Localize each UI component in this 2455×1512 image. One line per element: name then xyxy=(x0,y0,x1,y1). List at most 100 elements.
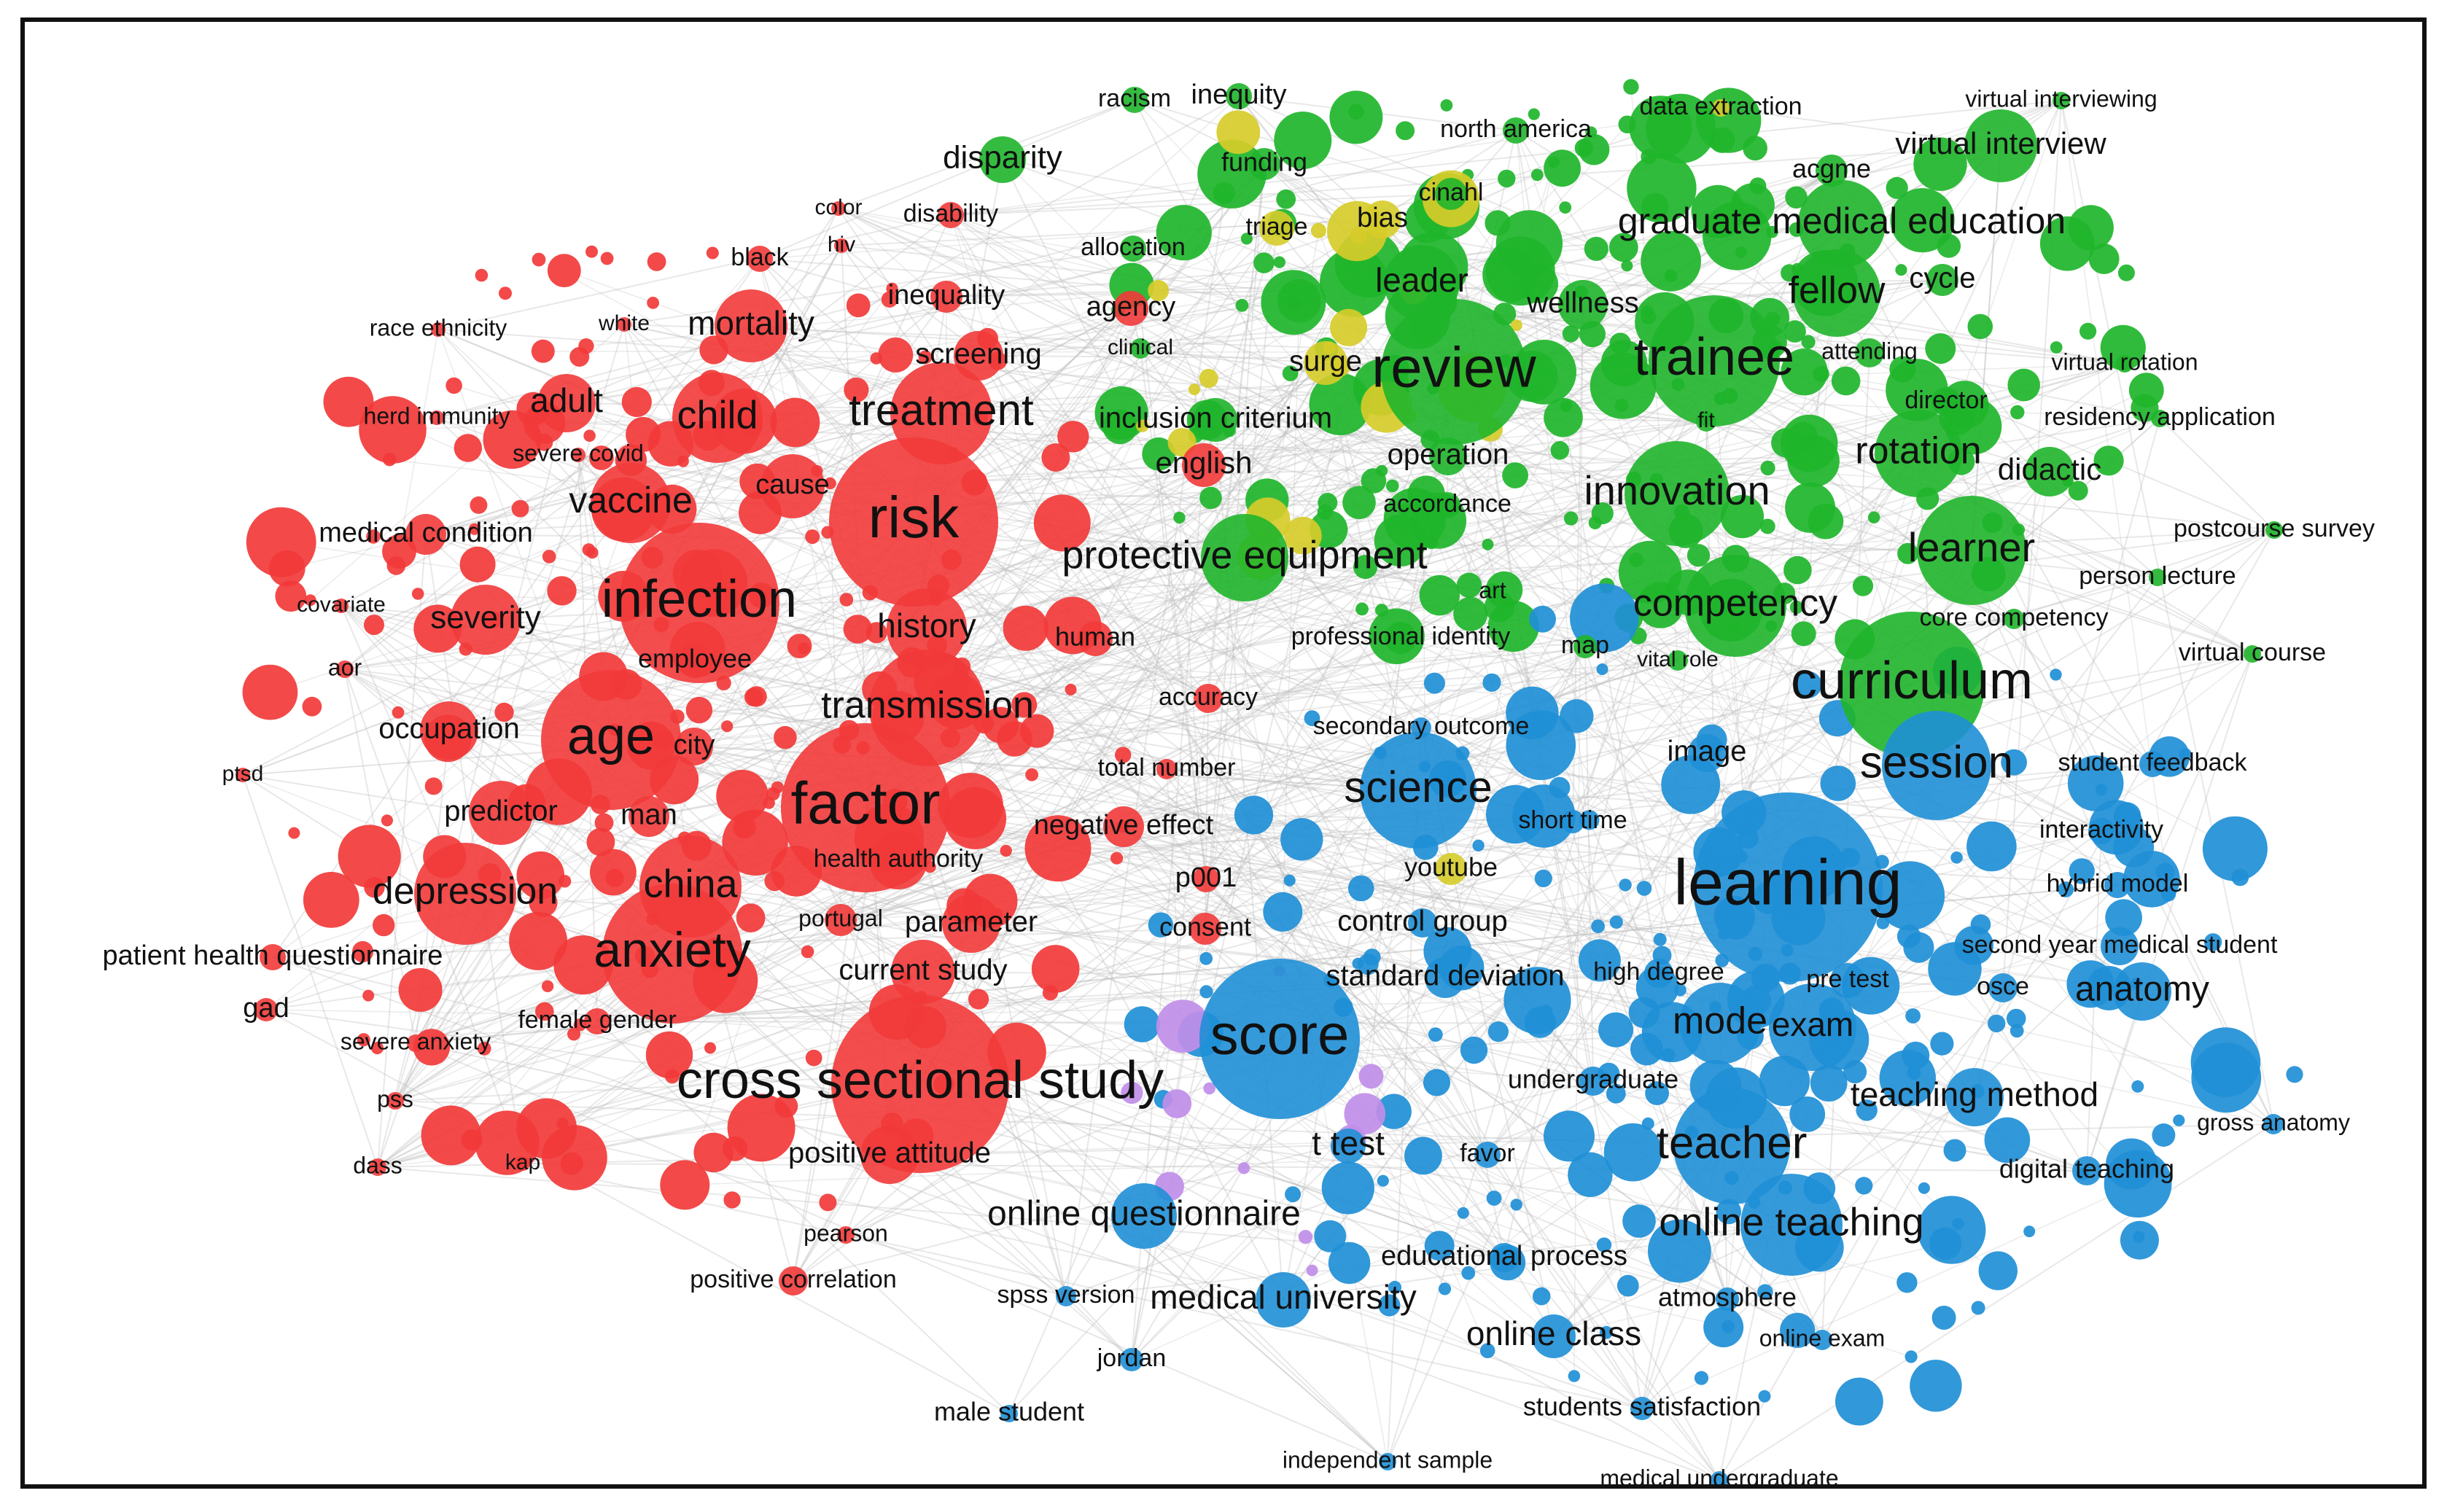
node-bubble-high-degree[interactable] xyxy=(1644,959,1673,988)
node-bubble-secondary-outcome[interactable] xyxy=(1411,717,1431,738)
node-bubble-inequity[interactable] xyxy=(1226,83,1252,109)
node-bubble-portugal[interactable] xyxy=(825,904,857,936)
node-bubble-gad[interactable] xyxy=(254,998,278,1021)
node-bubble-severity[interactable] xyxy=(451,585,521,655)
node-bubble-undergraduate[interactable] xyxy=(1579,1067,1608,1096)
node-bubble-current-study[interactable] xyxy=(891,940,955,1004)
node-bubble-transmission[interactable] xyxy=(869,650,986,766)
node-bubble-dass[interactable] xyxy=(369,1158,386,1176)
node-bubble-severe-covid[interactable] xyxy=(571,448,585,462)
node-bubble-science[interactable] xyxy=(1360,732,1476,849)
node-bubble-english[interactable] xyxy=(1182,443,1226,487)
node-bubble-infection[interactable] xyxy=(619,523,779,683)
node-bubble-aor[interactable] xyxy=(336,660,354,678)
node-bubble-virtual-course[interactable] xyxy=(2244,645,2261,663)
node-bubble-postcourse-survey[interactable] xyxy=(2265,521,2283,539)
node-bubble-history[interactable] xyxy=(887,588,967,669)
node-bubble-core-competency[interactable] xyxy=(2004,609,2024,629)
node-bubble-image[interactable] xyxy=(1688,734,1726,772)
node-bubble-osce[interactable] xyxy=(1988,973,2018,1002)
node-bubble-predictor[interactable] xyxy=(469,781,533,845)
node-bubble-medical-university[interactable] xyxy=(1256,1272,1311,1328)
node-bubble-funding[interactable] xyxy=(1248,148,1280,180)
node-bubble-online-teaching[interactable] xyxy=(1740,1174,1843,1276)
node-bubble-teaching-method[interactable] xyxy=(1945,1068,2004,1126)
node-bubble-protective-equipment[interactable] xyxy=(1201,514,1288,601)
node-bubble-independent-sample[interactable] xyxy=(1379,1453,1396,1470)
node-bubble-cross-sectional-study[interactable] xyxy=(831,995,1009,1173)
node-bubble-china[interactable] xyxy=(639,835,742,938)
node-bubble-director[interactable] xyxy=(1931,387,1961,416)
node-bubble-cycle[interactable] xyxy=(1926,264,1958,296)
node-bubble-race-ethnicity[interactable] xyxy=(431,322,446,337)
node-bubble-covariate[interactable] xyxy=(334,599,349,613)
node-bubble-medical-condition[interactable] xyxy=(405,514,446,555)
node-bubble-total-number[interactable] xyxy=(1156,759,1177,779)
node-bubble-standard-deviation[interactable] xyxy=(1425,957,1466,998)
node-bubble-gross-anatomy[interactable] xyxy=(2263,1114,2284,1134)
node-bubble-female-gender[interactable] xyxy=(584,1008,610,1034)
node-bubble-leader[interactable] xyxy=(1384,245,1460,321)
node-bubble-competency[interactable] xyxy=(1684,555,1786,657)
node-bubble-racism[interactable] xyxy=(1121,87,1148,113)
node-bubble-control-group[interactable] xyxy=(1408,908,1437,938)
node-bubble-operation[interactable] xyxy=(1429,437,1467,475)
node-bubble-accordance[interactable] xyxy=(1434,492,1460,518)
node-bubble-positive-attitude[interactable] xyxy=(860,1126,919,1184)
node-bubble-atmosphere[interactable] xyxy=(1716,1287,1739,1311)
node-bubble-inequality[interactable] xyxy=(930,281,962,313)
node-bubble-learning[interactable] xyxy=(1693,792,1883,982)
node-bubble-favor[interactable] xyxy=(1474,1142,1501,1168)
node-bubble-city[interactable] xyxy=(675,728,713,765)
node-bubble-human[interactable] xyxy=(1078,621,1113,656)
node-bubble-professional-identity[interactable] xyxy=(1385,622,1417,654)
node-bubble-vaccine[interactable] xyxy=(591,463,671,543)
node-bubble-parameter[interactable] xyxy=(942,895,1000,953)
node-bubble-jordan[interactable] xyxy=(1120,1348,1143,1371)
node-bubble-cinahl[interactable] xyxy=(1435,178,1467,210)
node-bubble-adult[interactable] xyxy=(537,374,596,432)
node-bubble-disparity[interactable] xyxy=(979,136,1026,183)
node-bubble-man[interactable] xyxy=(629,796,669,837)
node-bubble-positive-correlation[interactable] xyxy=(779,1266,808,1295)
node-bubble-vital-role[interactable] xyxy=(1668,650,1688,671)
node-bubble-age[interactable] xyxy=(541,670,681,810)
node-bubble-student-feedback[interactable] xyxy=(2139,751,2166,777)
node-bubble-herd-immunity[interactable] xyxy=(429,410,444,425)
node-bubble-short-time[interactable] xyxy=(1561,810,1584,833)
node-bubble-negative-effect[interactable] xyxy=(1103,806,1144,847)
node-bubble-child[interactable] xyxy=(672,373,763,463)
node-bubble-employee[interactable] xyxy=(677,643,712,678)
node-bubble-screening[interactable] xyxy=(954,331,1003,381)
node-bubble-innovation[interactable] xyxy=(1625,441,1730,546)
node-bubble-digital-teaching[interactable] xyxy=(2072,1156,2101,1185)
node-bubble-agency[interactable] xyxy=(1113,291,1148,326)
node-bubble-pearson[interactable] xyxy=(837,1226,855,1244)
node-bubble-accuracy[interactable] xyxy=(1194,684,1223,713)
node-bubble-bias[interactable] xyxy=(1363,200,1401,238)
node-bubble-kap[interactable] xyxy=(515,1156,530,1171)
node-bubble-ptsd[interactable] xyxy=(236,768,250,782)
node-bubble-allocation[interactable] xyxy=(1120,235,1146,262)
node-bubble-online-questionnaire[interactable] xyxy=(1111,1183,1177,1249)
node-bubble-attending[interactable] xyxy=(1855,338,1884,367)
node-bubble-virtual-rotation[interactable] xyxy=(2116,355,2133,373)
node-bubble-map[interactable] xyxy=(1573,635,1597,658)
node-bubble-spss-version[interactable] xyxy=(1056,1286,1076,1306)
node-bubble-acgme[interactable] xyxy=(1816,155,1848,187)
node-bubble-health-authority[interactable] xyxy=(869,831,927,889)
node-bubble-white[interactable] xyxy=(617,317,631,332)
node-bubble-disability[interactable] xyxy=(938,202,964,228)
node-bubble-treatment[interactable] xyxy=(890,362,992,464)
node-bubble-youtube[interactable] xyxy=(1435,853,1467,885)
node-bubble-learner[interactable] xyxy=(1917,496,2026,605)
node-bubble-hiv[interactable] xyxy=(834,238,849,253)
node-bubble-p001[interactable] xyxy=(1193,866,1219,892)
node-bubble-triage[interactable] xyxy=(1259,211,1294,246)
node-bubble-fit[interactable] xyxy=(1696,411,1716,432)
node-bubble-mortality[interactable] xyxy=(715,289,787,362)
node-bubble-score[interactable] xyxy=(1199,959,1360,1119)
node-bubble-surge[interactable] xyxy=(1304,341,1347,385)
node-bubble-online-exam[interactable] xyxy=(1812,1330,1832,1350)
node-bubble-hybrid-model[interactable] xyxy=(2104,872,2131,898)
